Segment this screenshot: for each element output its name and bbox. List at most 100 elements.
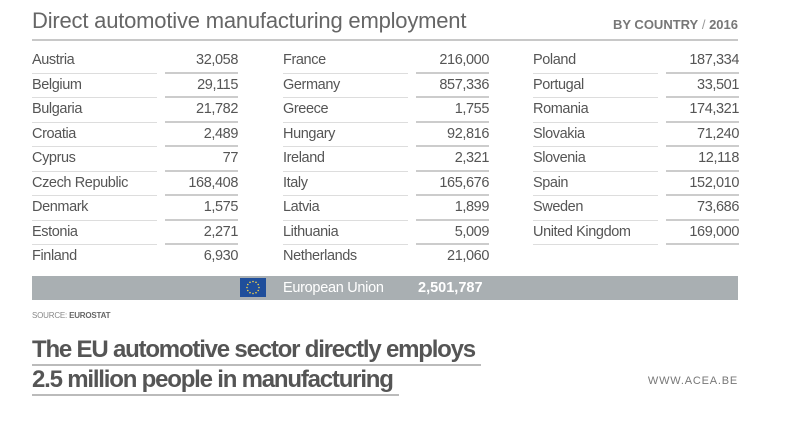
table-row: France 216,000 [283, 49, 489, 74]
table-row: Hungary 92,816 [283, 123, 489, 148]
country-name: Bulgaria [32, 101, 82, 117]
flag-star [252, 280, 254, 283]
title-divider [32, 39, 738, 41]
employment-value: 12,118 [698, 150, 739, 166]
table-row: Croatia 2,489 [32, 123, 238, 148]
table-column-1: Austria 32,058 Belgium 29,115 Bulgaria 21,782… [32, 49, 238, 270]
eu-total-label: European Union [283, 280, 384, 296]
table-row: Spain 152,010 [533, 172, 739, 197]
country-name: Croatia [32, 125, 76, 142]
table-column-2: France 216,000 Germany 857,336 Greece 1,755 Hu… [283, 49, 489, 270]
table-row: Austria 32,058 [32, 49, 238, 74]
table-row: Italy 165,676 [283, 172, 489, 197]
table-row: Cyprus 77 [32, 147, 238, 172]
country-name: United Kingdom [533, 223, 631, 240]
employment-value: 2,321 [454, 150, 490, 166]
country-name: Slovenia [533, 150, 586, 166]
table-row: Belgium 29,115 [32, 74, 238, 99]
eu-flag-icon [240, 278, 266, 297]
employment-value: 216,000 [439, 52, 489, 68]
source-prefix: SOURCE: [32, 311, 68, 320]
table-row: Germany 857,336 [283, 74, 489, 99]
country-name: Italy [283, 174, 308, 191]
employment-value: 21,782 [196, 101, 238, 117]
table-row: Greece 1,755 [283, 98, 489, 123]
table-row: Romania 174,321 [533, 98, 739, 123]
employment-value: 165,676 [439, 174, 489, 191]
subtitle-scope: BY COUNTRY [613, 17, 699, 32]
employment-value: 21,060 [447, 248, 489, 264]
table-row: Poland 187,334 [533, 49, 739, 74]
table-row: United Kingdom 169,000 [533, 221, 739, 246]
table-row: Ireland 2,321 [283, 147, 489, 172]
employment-value: 33,501 [697, 76, 739, 93]
table-row: Finland 6,930 [32, 245, 238, 270]
employment-value: 1,575 [203, 199, 239, 215]
country-name: France [283, 52, 326, 68]
employment-value: 71,240 [697, 125, 739, 142]
country-name: Greece [283, 101, 329, 117]
country-name: Spain [533, 174, 569, 191]
employment-value: 92,816 [447, 125, 489, 142]
source-name: EUROSTAT [69, 311, 111, 320]
flag-star [247, 283, 249, 286]
country-name: Denmark [32, 199, 89, 215]
flag-star [249, 281, 251, 284]
country-name: Romania [533, 101, 589, 117]
website-link[interactable]: WWW.ACEA.BE [647, 375, 738, 387]
employment-value: 187,334 [689, 52, 739, 68]
table-row: Czech Republic 168,408 [32, 172, 238, 197]
table-row: Denmark 1,575 [32, 196, 238, 221]
page-title: Direct automotive manufacturing employme… [32, 8, 467, 33]
table-row: Slovakia 71,240 [533, 123, 739, 148]
employment-value: 174,321 [689, 101, 739, 117]
flag-star [255, 281, 257, 284]
employment-value: 6,930 [203, 248, 239, 264]
flag-star [258, 286, 260, 289]
country-name: Lithuania [283, 223, 339, 240]
country-name: Germany [283, 76, 340, 93]
flag-star [257, 283, 259, 286]
table-row: Slovenia 12,118 [533, 147, 739, 172]
headline-line-1: The EU automotive sector directly employ… [32, 336, 481, 366]
country-name: Netherlands [283, 248, 357, 264]
country-name: Austria [32, 52, 75, 68]
country-name: Estonia [32, 223, 78, 240]
employment-value: 1,755 [454, 101, 490, 117]
flag-star [249, 291, 251, 294]
subtitle-year: 2016 [709, 17, 738, 32]
table-column-3: Poland 187,334 Portugal 33,501 Romania 174,32… [533, 49, 739, 245]
table-row: Portugal 33,501 [533, 74, 739, 99]
employment-value: 32,058 [196, 52, 238, 68]
employment-value: 152,010 [689, 174, 739, 191]
country-name: Belgium [32, 76, 82, 93]
subtitle: BY COUNTRY / 2016 [613, 17, 738, 32]
subtitle-separator: / [698, 17, 710, 32]
headline-line-2: 2.5 million people in manufacturing [32, 366, 399, 396]
employment-value: 168,408 [188, 174, 238, 191]
table-row: Bulgaria 21,782 [32, 98, 238, 123]
employment-value: 5,009 [454, 223, 490, 240]
country-name: Portugal [533, 76, 584, 93]
country-name: Hungary [283, 125, 336, 142]
flag-star [246, 286, 248, 289]
country-name: Cyprus [32, 150, 76, 166]
headline: The EU automotive sector directly employ… [32, 336, 481, 396]
flag-star [257, 289, 259, 292]
employment-value: 169,000 [689, 223, 739, 240]
table-row: Sweden 73,686 [533, 196, 739, 221]
source-note: SOURCE: EUROSTAT [32, 311, 111, 320]
flag-star [247, 289, 249, 292]
flag-star [252, 292, 254, 295]
country-name: Latvia [283, 199, 320, 215]
employment-value: 73,686 [697, 199, 739, 215]
eu-total-value: 2,501,787 [418, 280, 483, 296]
employment-value: 77 [222, 150, 239, 166]
table-row: Estonia 2,271 [32, 221, 238, 246]
employment-value: 1,899 [454, 199, 490, 215]
table-row: Latvia 1,899 [283, 196, 489, 221]
table-row: Lithuania 5,009 [283, 221, 489, 246]
employment-value: 29,115 [197, 76, 238, 93]
table-row: Netherlands 21,060 [283, 245, 489, 270]
employment-value: 2,489 [203, 125, 239, 142]
